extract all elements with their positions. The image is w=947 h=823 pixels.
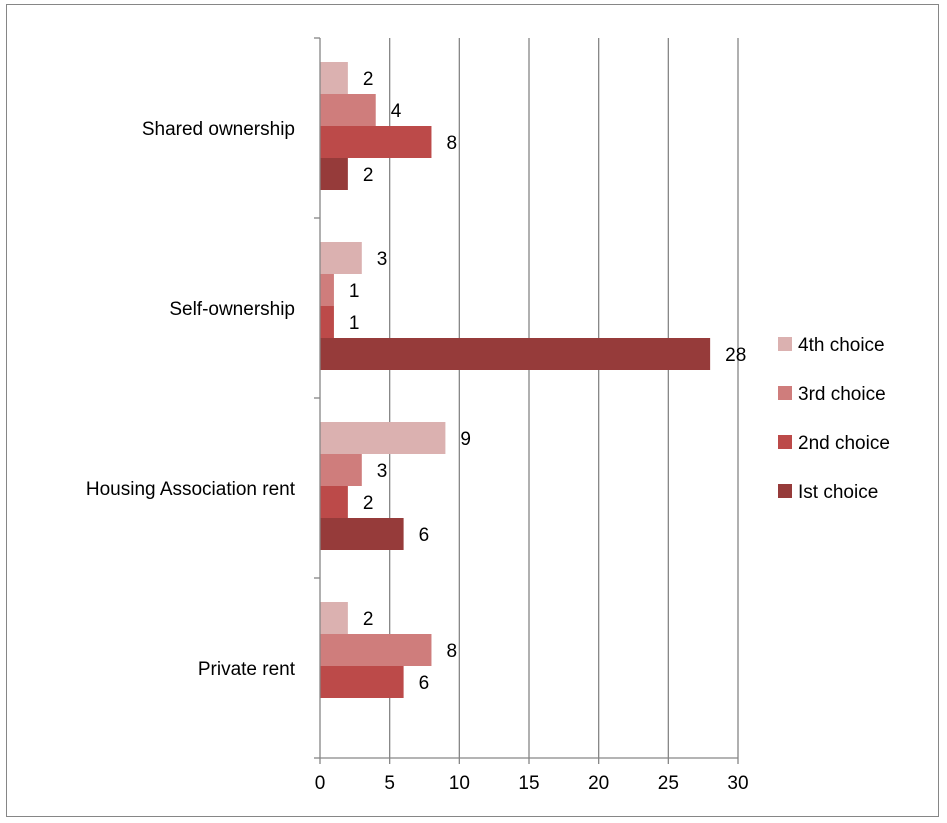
x-tick-label-5: 5 — [384, 773, 395, 794]
data-label-self-ownership-ist-choice: 28 — [725, 345, 746, 366]
data-label-self-ownership-2nd-choice: 1 — [349, 313, 360, 334]
x-tick-label-15: 15 — [518, 773, 539, 794]
x-tick-label-0: 0 — [315, 773, 326, 794]
data-label-self-ownership-3rd-choice: 1 — [349, 281, 360, 302]
legend-label-3rd-choice: 3rd choice — [798, 384, 886, 405]
bar-private-rent-4th-choice — [320, 602, 348, 634]
legend-label-ist-choice: Ist choice — [798, 482, 878, 503]
bar-private-rent-3rd-choice — [320, 634, 432, 666]
legend-label-2nd-choice: 2nd choice — [798, 433, 890, 454]
x-tick-label-25: 25 — [658, 773, 679, 794]
bar-housing-association-rent-3rd-choice — [320, 454, 362, 486]
bars — [320, 62, 711, 698]
data-label-housing-association-rent-2nd-choice: 2 — [363, 493, 374, 514]
data-label-private-rent-2nd-choice: 6 — [419, 673, 430, 694]
data-label-shared-ownership-ist-choice: 2 — [363, 165, 374, 186]
bar-self-ownership-4th-choice — [320, 242, 362, 274]
category-label-private-rent: Private rent — [198, 659, 296, 680]
bar-self-ownership-2nd-choice — [320, 306, 334, 338]
bar-self-ownership-ist-choice — [320, 338, 711, 370]
bar-housing-association-rent-ist-choice — [320, 518, 404, 550]
category-label-self-ownership: Self-ownership — [169, 299, 295, 320]
data-label-shared-ownership-4th-choice: 2 — [363, 69, 374, 90]
bar-shared-ownership-2nd-choice — [320, 126, 432, 158]
legend-swatch-ist-choice — [778, 484, 792, 498]
data-label-private-rent-4th-choice: 2 — [363, 609, 374, 630]
bar-private-rent-2nd-choice — [320, 666, 404, 698]
category-label-housing-association-rent: Housing Association rent — [86, 479, 296, 500]
legend-label-4th-choice: 4th choice — [798, 335, 885, 356]
legend: 4th choice 3rd choice 2nd choice Ist choice — [778, 335, 890, 503]
legend-swatch-4th-choice — [778, 337, 792, 351]
data-label-shared-ownership-2nd-choice: 8 — [446, 133, 457, 154]
legend-swatch-2nd-choice — [778, 435, 792, 449]
data-label-private-rent-3rd-choice: 8 — [446, 641, 457, 662]
data-label-housing-association-rent-4th-choice: 9 — [460, 429, 471, 450]
data-label-housing-association-rent-ist-choice: 6 — [419, 525, 430, 546]
bar-shared-ownership-ist-choice — [320, 158, 348, 190]
bar-housing-association-rent-4th-choice — [320, 422, 446, 454]
gridlines — [389, 38, 739, 758]
x-tick-label-30: 30 — [727, 773, 748, 794]
data-label-shared-ownership-3rd-choice: 4 — [391, 101, 402, 122]
data-label-housing-association-rent-3rd-choice: 3 — [377, 461, 388, 482]
category-label-shared-ownership: Shared ownership — [142, 119, 295, 140]
data-label-self-ownership-4th-choice: 3 — [377, 249, 388, 270]
bar-shared-ownership-4th-choice — [320, 62, 348, 94]
bar-self-ownership-3rd-choice — [320, 274, 334, 306]
x-tick-label-20: 20 — [588, 773, 609, 794]
bar-housing-association-rent-2nd-choice — [320, 486, 348, 518]
axes: 0 5 10 15 20 25 30 Shared ownership Self-ownersh… — [86, 37, 749, 794]
chart-frame — [6, 4, 939, 817]
legend-swatch-3rd-choice — [778, 386, 792, 400]
bar-shared-ownership-3rd-choice — [320, 94, 376, 126]
x-tick-label-10: 10 — [449, 773, 470, 794]
